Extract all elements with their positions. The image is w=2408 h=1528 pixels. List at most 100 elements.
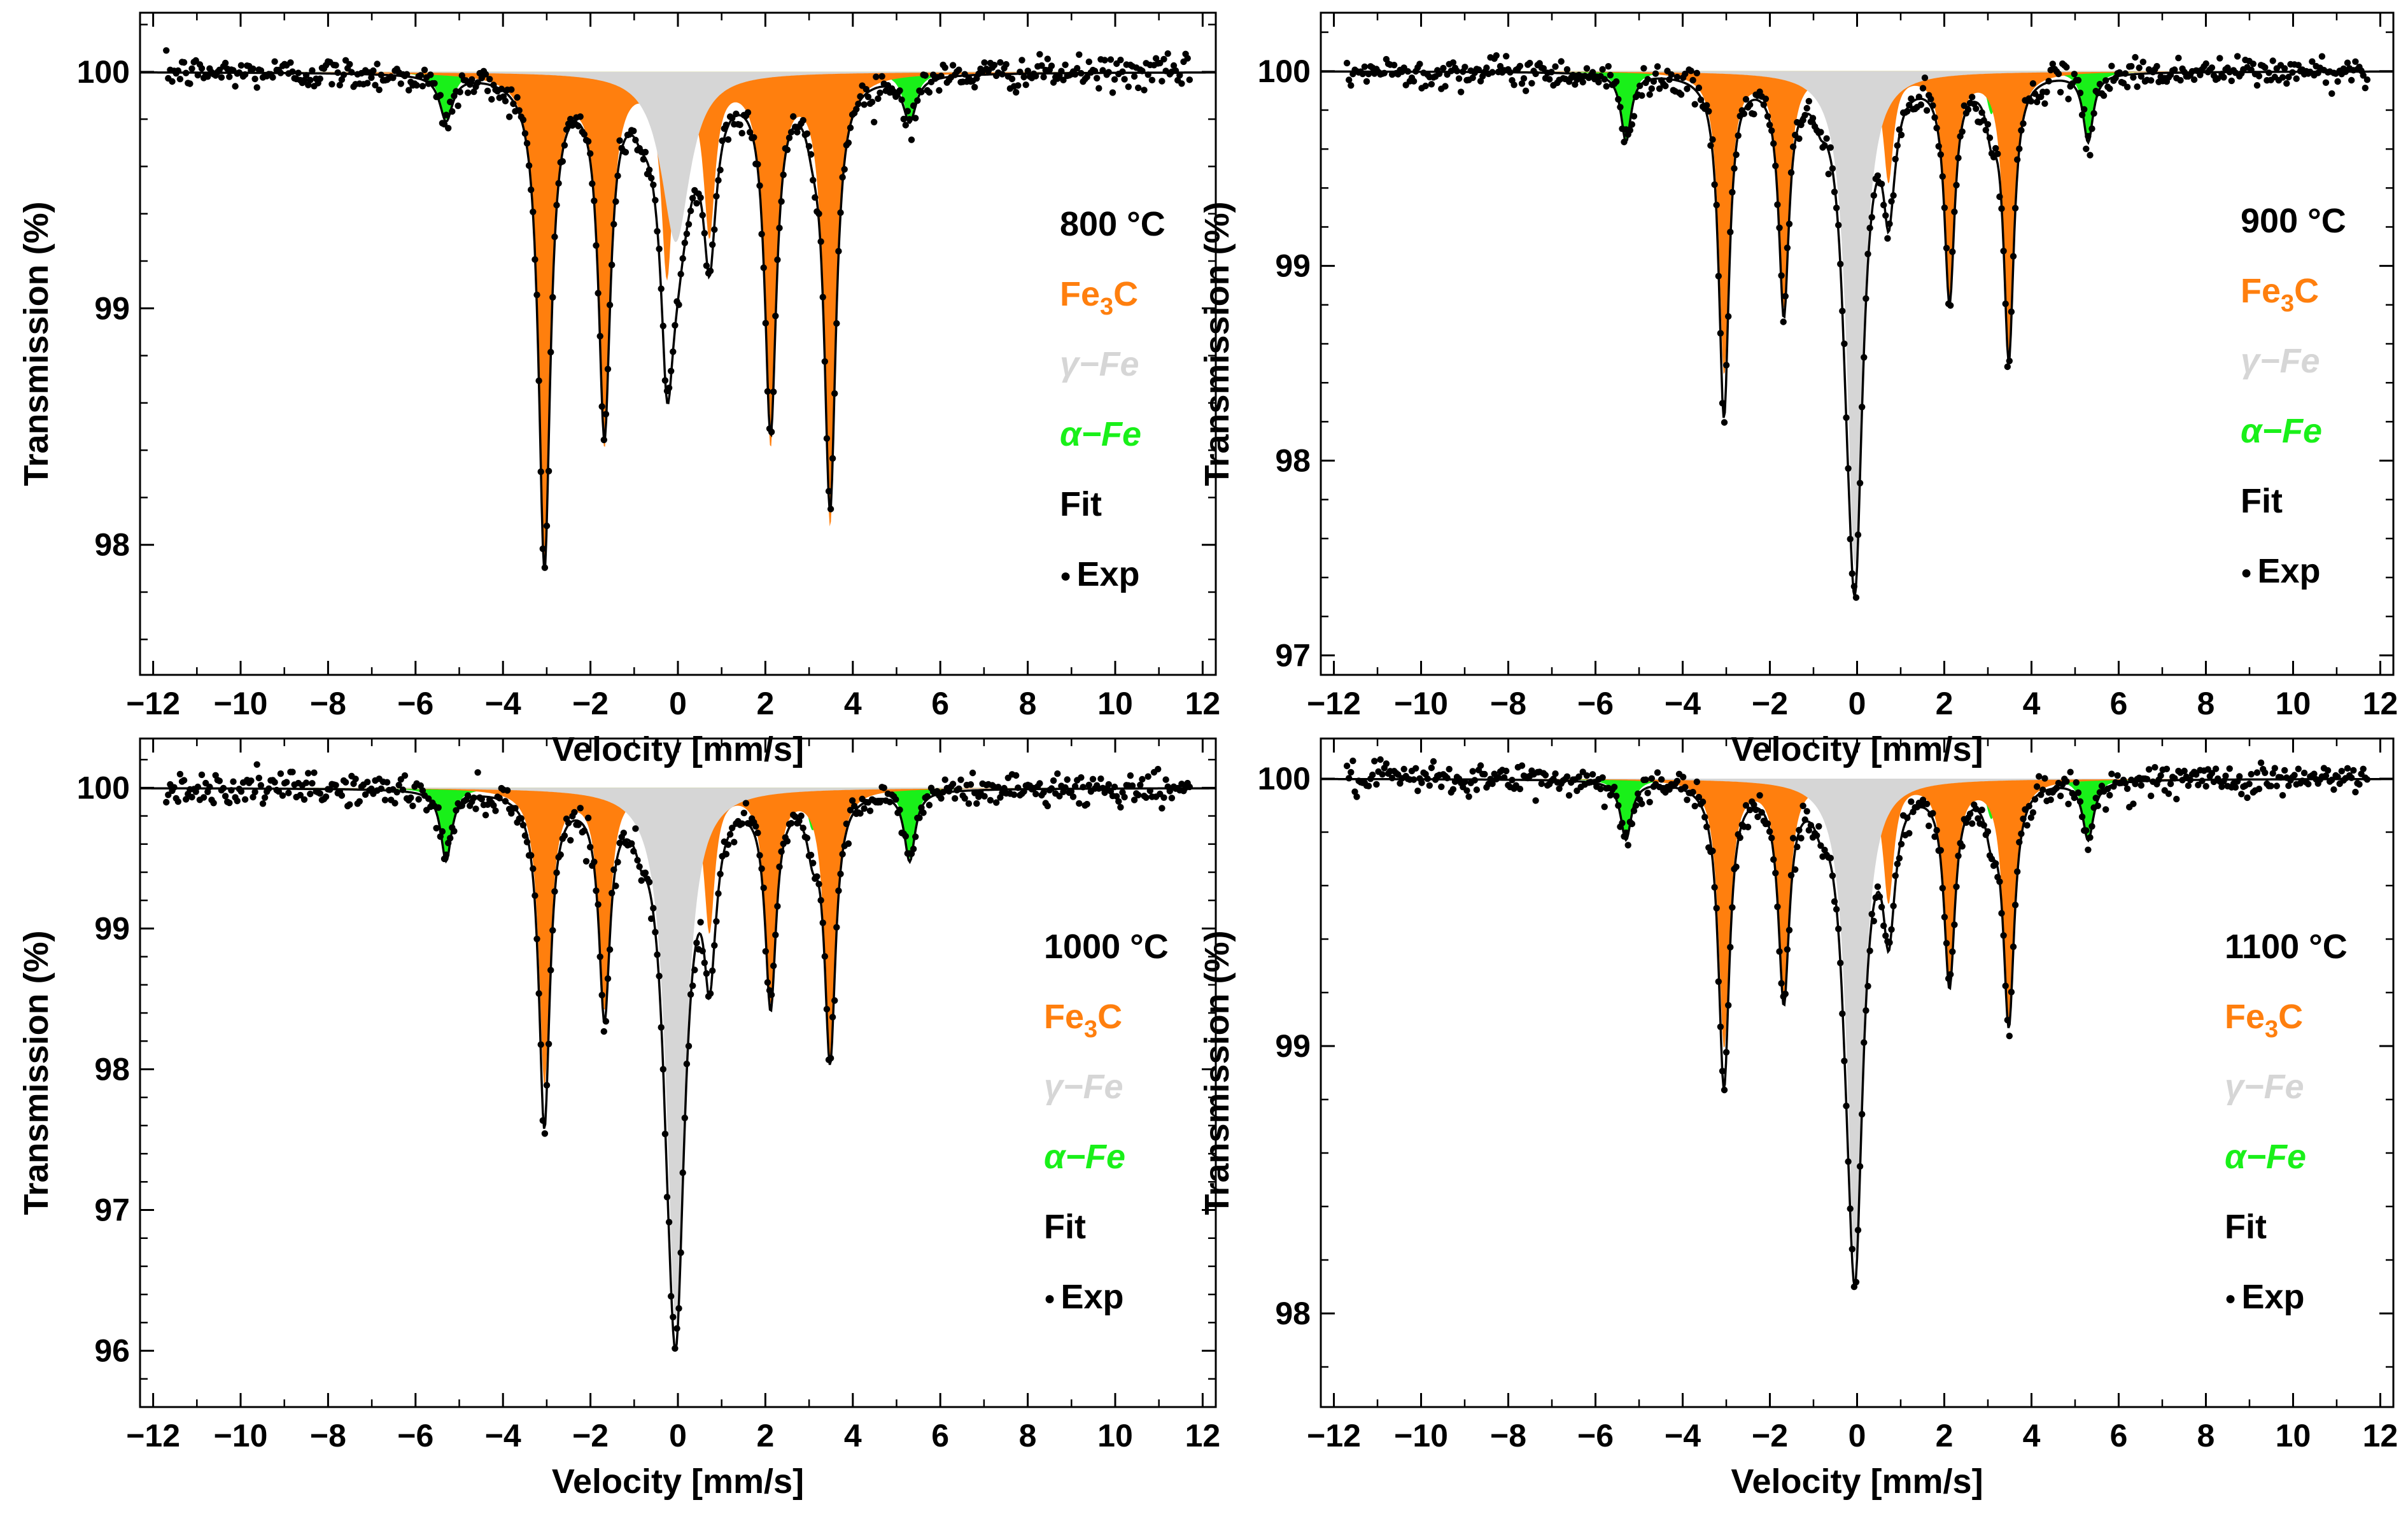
exp-point	[2279, 74, 2286, 81]
x-tick-label: 0	[1848, 1418, 1866, 1454]
plot-area	[140, 761, 1216, 1352]
exp-point	[2085, 846, 2092, 854]
x-tick-label: −10	[214, 686, 268, 721]
exp-point	[332, 782, 339, 789]
exp-point	[1018, 57, 1025, 64]
exp-point	[421, 66, 428, 74]
exp-point	[2065, 96, 2072, 103]
exp-point	[1595, 78, 1602, 86]
exp-point	[1721, 419, 1728, 426]
exp-point	[433, 824, 440, 832]
exp-point	[1803, 104, 1810, 112]
exp-point	[346, 801, 353, 808]
exp-point	[1805, 97, 1812, 105]
exp-point	[1015, 82, 1022, 89]
exp-point	[902, 122, 910, 129]
exp-point	[571, 809, 578, 816]
x-tick-label: −8	[310, 686, 346, 721]
exp-point	[419, 83, 426, 90]
exp-point	[2106, 791, 2113, 799]
exp-point	[470, 88, 477, 96]
exp-point	[1094, 74, 1101, 81]
exp-point	[638, 877, 645, 884]
exp-point	[1062, 61, 1069, 69]
exp-point	[1137, 781, 1144, 789]
exp-point	[1673, 777, 1681, 785]
exp-point	[1583, 65, 1591, 72]
exp-point	[289, 768, 296, 775]
exp-point	[2250, 60, 2257, 67]
exp-point	[338, 792, 346, 799]
legend-fit: Fit	[2225, 1208, 2267, 1246]
exp-point	[1097, 775, 1104, 782]
exp-point	[1926, 823, 1933, 830]
exp-point	[2024, 822, 2031, 829]
exp-point	[2322, 79, 2330, 86]
exp-point	[632, 825, 639, 832]
exp-point	[1144, 773, 1151, 780]
exp-point	[356, 798, 363, 805]
y-axis-title: Transmission (%)	[1198, 201, 1236, 486]
exp-point	[973, 800, 980, 807]
plot-area	[1321, 756, 2393, 1291]
exp-point	[1121, 793, 1128, 801]
exp-point	[2281, 767, 2288, 774]
series-gamma-area	[1321, 779, 2393, 1260]
exp-point	[861, 101, 868, 108]
exp-point	[1693, 778, 1700, 786]
exp-point	[949, 781, 957, 788]
exp-point	[2216, 55, 2223, 62]
exp-point	[1687, 67, 1694, 74]
exp-point	[1518, 762, 1526, 769]
x-tick-label: 4	[2023, 686, 2041, 721]
exp-point	[798, 812, 805, 819]
exp-point	[1973, 105, 1980, 112]
exp-point	[878, 73, 885, 80]
exp-point	[1418, 779, 1425, 786]
exp-point	[1599, 774, 1606, 781]
exp-point	[2134, 83, 2141, 90]
exp-point	[1742, 802, 1750, 809]
exp-point	[1115, 798, 1122, 805]
exp-point	[253, 761, 260, 768]
exp-point	[216, 777, 223, 784]
x-tick-label: 10	[1097, 1418, 1133, 1454]
exp-point	[990, 62, 998, 69]
x-tick-label: 4	[2023, 1418, 2041, 1454]
exp-point	[1414, 788, 1421, 795]
legend-fit: Fit	[2241, 482, 2283, 520]
exp-point	[2136, 64, 2143, 71]
exp-point	[445, 125, 452, 132]
y-tick-label: 100	[1258, 761, 1311, 796]
legend-exp: ● Exp	[2241, 552, 2321, 590]
exp-point	[2220, 74, 2227, 81]
exp-point	[1178, 80, 1185, 87]
exp-point	[565, 819, 572, 826]
exp-point	[1516, 786, 1524, 793]
exp-point	[222, 59, 229, 67]
exp-point	[492, 807, 499, 814]
exp-point	[1658, 776, 1665, 783]
exp-point	[792, 813, 799, 821]
x-tick-label: 2	[756, 686, 774, 721]
exp-point	[1010, 791, 1018, 798]
exp-point	[2137, 782, 2144, 789]
x-tick-label: 0	[669, 1418, 687, 1454]
exp-point	[1695, 84, 1703, 92]
exp-point	[2175, 54, 2182, 62]
y-tick-label: 100	[77, 54, 130, 90]
exp-point	[2234, 53, 2241, 60]
exp-point	[1680, 774, 1687, 781]
exp-point	[1552, 770, 1559, 777]
exp-point	[1684, 85, 1691, 92]
exp-point	[204, 73, 211, 80]
exp-point	[2328, 90, 2335, 97]
exp-point	[2041, 775, 2048, 782]
exp-point	[2202, 60, 2209, 67]
fit-line	[140, 71, 1216, 569]
exp-point	[1691, 802, 1698, 810]
exp-point	[1117, 803, 1124, 811]
exp-point	[1546, 76, 1553, 83]
exp-point	[2253, 769, 2261, 776]
exp-point	[285, 789, 292, 796]
